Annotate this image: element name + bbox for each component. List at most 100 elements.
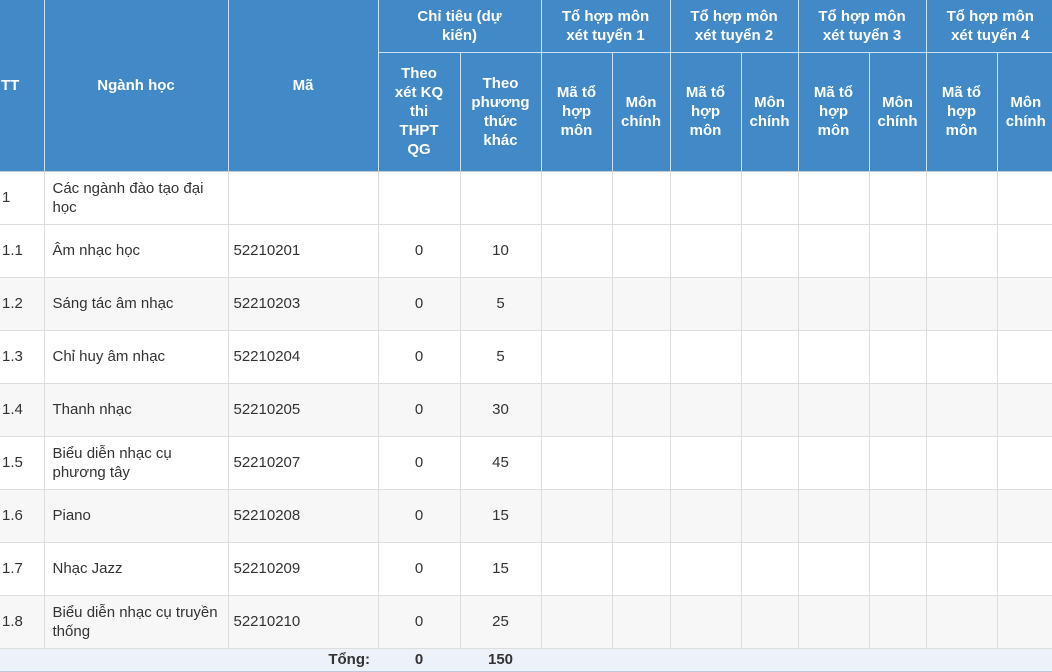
major-code-cell: 52210204 (228, 330, 379, 384)
combo-code-cell-3 (798, 277, 870, 331)
total-label: Tổng: (0, 648, 378, 672)
major-name-cell: Âm nhạc học (44, 224, 229, 278)
combo-main-cell-4 (997, 436, 1052, 490)
combo-main-cell-2 (741, 542, 799, 596)
major-code-cell: 52210209 (228, 542, 379, 596)
group-header-chi-tieu: Chỉ tiêu (dự kiến) (378, 0, 542, 53)
combo-main-cell-3 (869, 224, 927, 278)
table-footer: Tổng: 0 150 (0, 648, 1052, 672)
combo-code-cell-4 (926, 436, 998, 490)
combo-main-cell-3 (869, 330, 927, 384)
combo-main-cell-3 (869, 489, 927, 543)
quota-other-cell: 45 (460, 436, 542, 490)
major-name-cell: Piano (44, 489, 229, 543)
quota-other-cell: 25 (460, 595, 542, 649)
table-row: 1.5 Biểu diễn nhạc cụ phương tây 5221020… (0, 436, 1052, 490)
combo-main-cell-3 (869, 277, 927, 331)
combo-main-cell-3 (869, 436, 927, 490)
group-header-to-hop-4: Tổ hợp môn xét tuyển 4 (926, 0, 1052, 53)
combo-main-cell-1 (612, 171, 671, 225)
combo-main-cell-1 (612, 224, 671, 278)
sub-header-ma-to-hop-1: Mã tổ hợp môn (541, 52, 613, 172)
combo-main-cell-2 (741, 436, 799, 490)
row-index-cell: 1.6 (0, 489, 45, 543)
sub-header-mon-chinh-2: Môn chính (741, 52, 799, 172)
table-row: 1.3 Chỉ huy âm nhạc 52210204 0 5 (0, 330, 1052, 384)
major-code-cell: 52210208 (228, 489, 379, 543)
col-header-nganh-hoc: Ngành học (44, 0, 229, 172)
footer-empty-cell (541, 648, 1052, 672)
combo-main-cell-3 (869, 595, 927, 649)
major-name-cell: Biểu diễn nhạc cụ phương tây (44, 436, 229, 490)
table-row: 1.4 Thanh nhạc 52210205 0 30 (0, 383, 1052, 437)
row-index-cell: 1.3 (0, 330, 45, 384)
combo-code-cell-2 (670, 171, 742, 225)
combo-code-cell-2 (670, 383, 742, 437)
quota-thpt-cell: 0 (378, 277, 461, 331)
combo-code-cell-4 (926, 383, 998, 437)
combo-main-cell-4 (997, 489, 1052, 543)
combo-main-cell-4 (997, 277, 1052, 331)
sub-header-mon-chinh-1: Môn chính (612, 52, 671, 172)
combo-code-cell-4 (926, 171, 998, 225)
quota-thpt-cell: 0 (378, 542, 461, 596)
combo-code-cell-4 (926, 224, 998, 278)
row-index-cell: 1.2 (0, 277, 45, 331)
combo-code-cell-3 (798, 436, 870, 490)
combo-main-cell-2 (741, 595, 799, 649)
table-row: 1.1 Âm nhạc học 52210201 0 10 (0, 224, 1052, 278)
total-other-value: 150 (460, 648, 541, 672)
quota-other-cell: 5 (460, 277, 542, 331)
row-index-cell: 1.5 (0, 436, 45, 490)
group-header-to-hop-2: Tổ hợp môn xét tuyển 2 (670, 0, 799, 53)
quota-thpt-cell: 0 (378, 224, 461, 278)
combo-main-cell-4 (997, 595, 1052, 649)
sub-header-mon-chinh-3: Môn chính (869, 52, 927, 172)
sub-header-theo-khac: Theo phương thức khác (460, 52, 542, 172)
combo-main-cell-4 (997, 171, 1052, 225)
combo-main-cell-1 (612, 330, 671, 384)
combo-main-cell-1 (612, 383, 671, 437)
group-header-to-hop-3: Tổ hợp môn xét tuyển 3 (798, 0, 927, 53)
combo-main-cell-4 (997, 330, 1052, 384)
combo-code-cell-2 (670, 436, 742, 490)
major-name-cell: Các ngành đào tạo đại học (44, 171, 229, 225)
table-row: 1.2 Sáng tác âm nhạc 52210203 0 5 (0, 277, 1052, 331)
row-index-cell: 1.1 (0, 224, 45, 278)
col-header-ma: Mã (228, 0, 379, 172)
quota-other-cell: 30 (460, 383, 542, 437)
combo-main-cell-2 (741, 383, 799, 437)
combo-main-cell-3 (869, 383, 927, 437)
quota-thpt-cell: 0 (378, 489, 461, 543)
combo-code-cell-4 (926, 277, 998, 331)
row-index-cell: 1.4 (0, 383, 45, 437)
combo-main-cell-4 (997, 542, 1052, 596)
row-index-cell: 1 (0, 171, 45, 225)
major-name-cell: Sáng tác âm nhạc (44, 277, 229, 331)
combo-code-cell-1 (541, 224, 613, 278)
sub-header-mon-chinh-4: Môn chính (997, 52, 1052, 172)
row-index-cell: 1.7 (0, 542, 45, 596)
major-name-cell: Thanh nhạc (44, 383, 229, 437)
combo-code-cell-3 (798, 224, 870, 278)
sub-header-ma-to-hop-4: Mã tổ hợp môn (926, 52, 998, 172)
combo-main-cell-2 (741, 330, 799, 384)
sub-header-ma-to-hop-3: Mã tổ hợp môn (798, 52, 870, 172)
major-code-cell: 52210203 (228, 277, 379, 331)
table-row: 1.6 Piano 52210208 0 15 (0, 489, 1052, 543)
combo-code-cell-3 (798, 171, 870, 225)
table-header: TT Ngành học Mã Chỉ tiêu (dự kiến) Tổ hợ… (0, 0, 1052, 172)
row-index-cell: 1.8 (0, 595, 45, 649)
group-header-to-hop-1: Tổ hợp môn xét tuyển 1 (541, 0, 671, 53)
combo-main-cell-2 (741, 171, 799, 225)
combo-main-cell-4 (997, 383, 1052, 437)
combo-code-cell-2 (670, 595, 742, 649)
combo-main-cell-2 (741, 224, 799, 278)
combo-code-cell-1 (541, 595, 613, 649)
combo-main-cell-1 (612, 542, 671, 596)
combo-code-cell-1 (541, 436, 613, 490)
major-code-cell (228, 171, 379, 225)
combo-code-cell-2 (670, 330, 742, 384)
combo-main-cell-3 (869, 171, 927, 225)
combo-code-cell-1 (541, 489, 613, 543)
